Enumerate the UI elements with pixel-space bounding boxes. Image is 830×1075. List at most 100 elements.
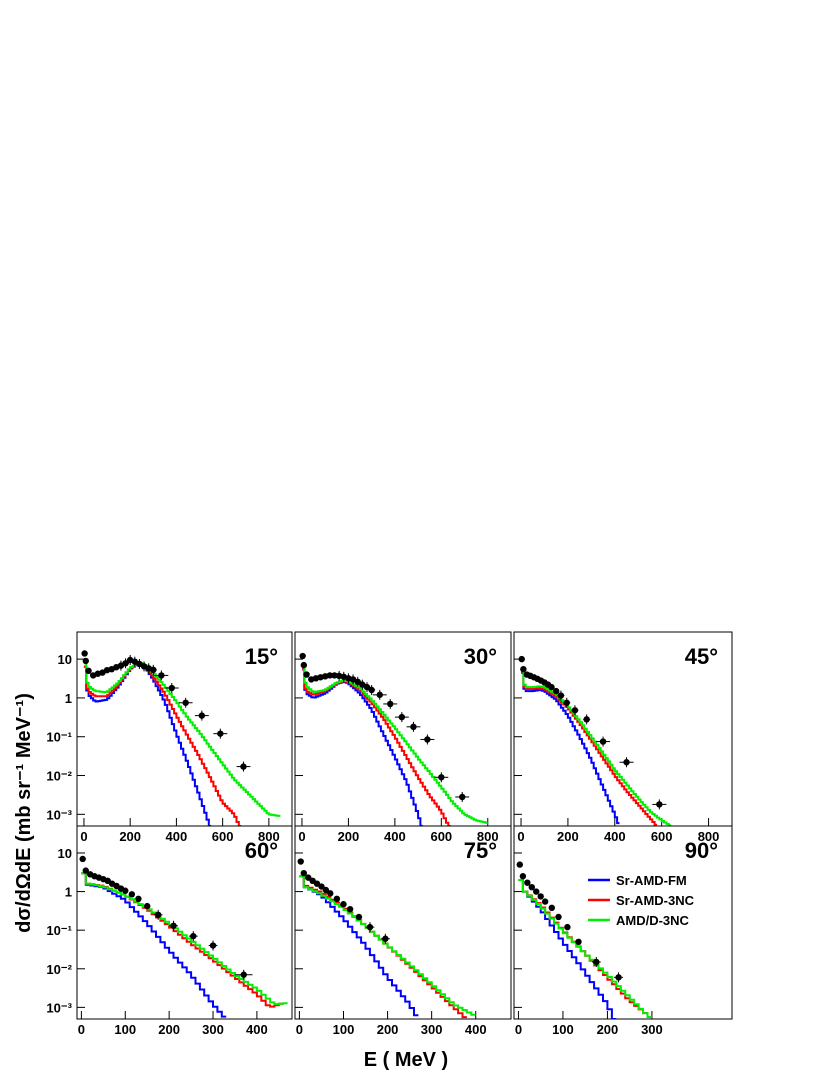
x-tick-label: 100 <box>114 1022 136 1037</box>
data-point <box>516 861 523 868</box>
x-tick-label: 200 <box>597 1022 619 1037</box>
data-point <box>168 684 175 692</box>
plot-frame <box>513 825 733 1020</box>
data-point <box>305 874 312 881</box>
data-point <box>615 974 622 981</box>
series-amd-d-3nc <box>81 872 288 1006</box>
data-point <box>599 738 607 745</box>
y-tick-label: 10 <box>58 846 72 861</box>
x-tick-label: 200 <box>119 829 141 844</box>
x-tick-label: 0 <box>298 829 305 844</box>
y-tick-label: 1 <box>65 691 72 706</box>
data-point <box>524 879 531 886</box>
data-point <box>170 922 177 929</box>
x-tick-label: 0 <box>515 1022 522 1037</box>
data-point <box>366 923 374 931</box>
x-tick-label: 0 <box>78 1022 85 1037</box>
x-tick-label: 200 <box>338 829 360 844</box>
series-sr-amd-3nc <box>83 662 242 826</box>
data-point <box>327 890 334 897</box>
data-point <box>541 898 549 905</box>
series-amd-d-3nc <box>521 669 672 826</box>
data-point <box>438 774 445 781</box>
data-point <box>555 913 562 921</box>
x-tick-label: 300 <box>641 1022 663 1037</box>
y-tick-label: 10 <box>58 652 72 667</box>
data-point <box>303 671 310 678</box>
y-tick-label: 10⁻³ <box>46 807 72 822</box>
data-point <box>382 935 389 942</box>
series-sr-amd-fm <box>521 671 620 825</box>
panel-3: 0 200 400 600 800 45° <box>513 631 733 844</box>
data-point <box>240 971 247 978</box>
data-point <box>552 687 560 695</box>
data-point <box>548 683 555 691</box>
data-point <box>459 793 466 801</box>
data-point <box>82 657 89 665</box>
data-point <box>520 665 527 673</box>
x-tick-label: 400 <box>384 829 406 844</box>
y-tick-label: 10⁻¹ <box>46 923 72 938</box>
x-tick-label: 200 <box>158 1022 180 1037</box>
data-point <box>557 692 565 699</box>
panel-title: 45° <box>685 644 718 669</box>
data-point <box>135 895 142 903</box>
series-amd-d-3nc <box>518 879 652 1018</box>
data-point <box>85 667 92 674</box>
data-point <box>122 660 129 667</box>
y-tick-label: 10⁻³ <box>46 1000 72 1015</box>
y-tick-label: 10⁻² <box>46 962 72 977</box>
data-point <box>209 942 217 949</box>
data-point <box>300 661 308 669</box>
y-tick-label: 10⁻² <box>46 769 72 784</box>
data-point <box>240 763 247 770</box>
series-amd-d-3nc <box>302 664 488 824</box>
x-tick-label: 0 <box>517 829 524 844</box>
data-point <box>424 736 431 743</box>
y-tick-label: 10⁻¹ <box>46 730 72 745</box>
data-point <box>340 901 347 908</box>
data-point <box>300 869 308 877</box>
panel-title: 75° <box>464 838 497 863</box>
data-point <box>198 712 206 719</box>
data-point <box>354 678 361 686</box>
data-point <box>548 904 556 912</box>
series-sr-amd-fm <box>81 872 227 1018</box>
panel-1: 0 200 400 600 800 10⁻³ 10⁻² 10⁻¹ 1 10 15° <box>46 631 293 844</box>
data-point <box>528 883 535 891</box>
panel-2: 0 200 400 600 800 30° <box>294 631 512 844</box>
x-tick-label: 400 <box>604 829 626 844</box>
data-point <box>368 686 375 694</box>
data-point <box>182 699 189 706</box>
panel-title: 60° <box>245 838 278 863</box>
data-point <box>299 652 306 660</box>
panel-title: 90° <box>685 838 718 863</box>
x-tick-label: 600 <box>430 829 452 844</box>
data-point <box>571 707 579 714</box>
data-point <box>326 672 334 679</box>
data-point <box>575 938 582 945</box>
panel-title: 15° <box>245 644 278 669</box>
x-tick-label: 300 <box>202 1022 224 1037</box>
x-tick-label: 100 <box>552 1022 574 1037</box>
data-point <box>656 801 663 808</box>
data-point <box>331 672 338 679</box>
data-point <box>81 650 88 657</box>
data-point <box>623 759 630 766</box>
data-point <box>563 699 570 706</box>
data-point <box>82 867 89 874</box>
plot-frame <box>294 825 512 1020</box>
data-point <box>79 855 86 863</box>
data-point <box>355 913 363 921</box>
data-point <box>122 887 129 894</box>
data-point <box>518 655 525 663</box>
series-amd-d-3nc <box>83 662 281 817</box>
x-tick-label: 400 <box>465 1022 487 1037</box>
x-tick-label: 600 <box>212 829 234 844</box>
plot-frame <box>76 825 293 1020</box>
data-point <box>154 911 162 919</box>
panel-title: 30° <box>464 644 497 669</box>
data-point <box>537 893 544 900</box>
